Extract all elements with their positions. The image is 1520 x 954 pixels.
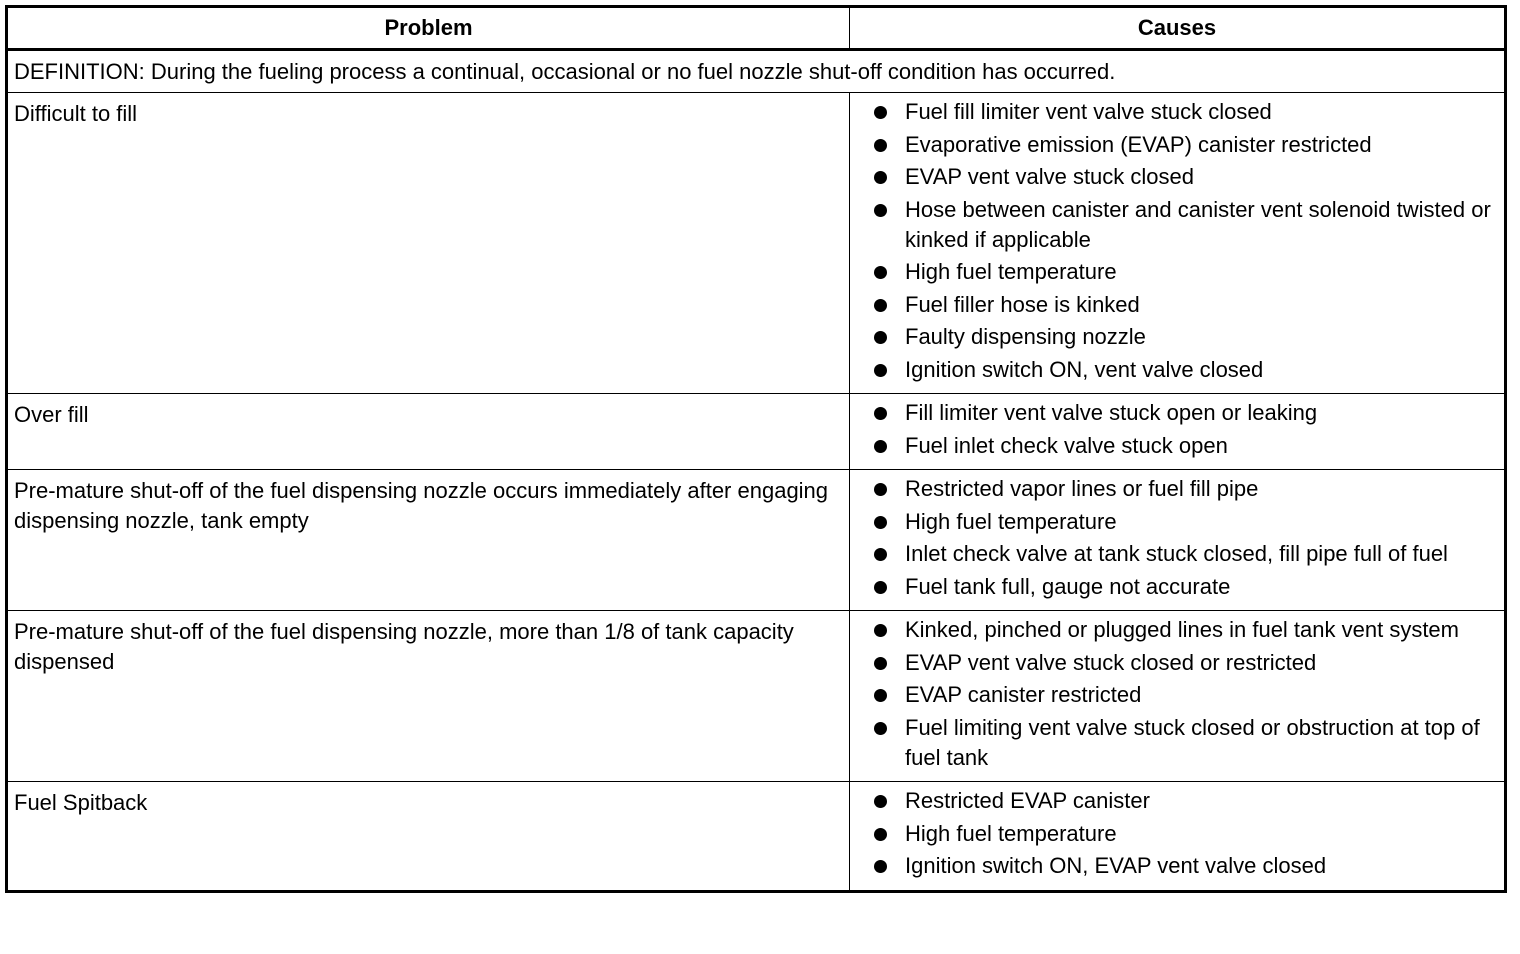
bullet-icon xyxy=(874,363,887,377)
cause-text: High fuel temperature xyxy=(905,259,1117,284)
causes-list: Kinked, pinched or plugged lines in fuel… xyxy=(850,611,1504,781)
cause-text: Ignition switch ON, EVAP vent valve clos… xyxy=(905,853,1327,878)
cause-item: High fuel temperature xyxy=(850,507,1496,537)
cause-text: EVAP vent valve stuck closed or restrict… xyxy=(905,649,1317,675)
cause-item: High fuel temperature xyxy=(850,257,1496,287)
bullet-icon xyxy=(874,860,887,873)
causes-cell: Kinked, pinched or plugged lines in fuel… xyxy=(849,610,1506,782)
bullet-icon xyxy=(874,580,887,594)
header-row: Problem Causes xyxy=(6,6,1506,51)
bullet-icon xyxy=(874,689,887,702)
bullet-icon xyxy=(874,203,887,217)
cause-item: Restricted vapor lines or fuel fill pipe xyxy=(850,474,1496,504)
cause-text: EVAP canister restricted xyxy=(905,682,1142,707)
causes-cell: Fill limiter vent valve stuck open or le… xyxy=(849,393,1506,470)
cause-text: Faulty dispensing nozzle xyxy=(905,324,1146,349)
cause-text: EVAP vent valve stuck closed xyxy=(905,164,1194,189)
cause-text: Evaporative emission (EVAP) canister res… xyxy=(905,131,1372,157)
cause-text: Fuel tank full, gauge not accurate xyxy=(905,573,1231,599)
cause-item: Fuel fill limiter vent valve stuck close… xyxy=(850,97,1496,127)
problem-cell: Difficult to fill xyxy=(6,92,850,394)
causes-list: Restricted EVAP canister High fuel temper… xyxy=(850,782,1504,890)
troubleshooting-table: Problem Causes DEFINITION: During the fu… xyxy=(5,5,1507,893)
bullet-icon xyxy=(874,266,887,279)
header-causes: Causes xyxy=(849,6,1506,51)
bullet-icon xyxy=(874,138,887,152)
cause-text: Kinked, pinched or plugged lines in fuel… xyxy=(905,617,1459,642)
problem-cell: Pre-mature shut-off of the fuel dispensi… xyxy=(6,610,850,782)
bullet-icon xyxy=(874,106,887,119)
cause-item: EVAP vent valve stuck closed xyxy=(850,162,1496,192)
problem-cell: Fuel Spitback xyxy=(6,781,850,892)
bullet-icon xyxy=(874,407,887,420)
bullet-icon xyxy=(874,515,887,529)
bullet-icon xyxy=(874,721,887,735)
bullet-icon xyxy=(874,548,887,561)
cause-text: Hose between canister and canister vent … xyxy=(905,196,1491,252)
cause-item: Evaporative emission (EVAP) canister res… xyxy=(850,130,1496,160)
problem-cell: Pre-mature shut-off of the fuel dispensi… xyxy=(6,469,850,611)
cause-text: Fuel filler hose is kinked xyxy=(905,291,1140,317)
causes-list: Restricted vapor lines or fuel fill pipe… xyxy=(850,470,1504,610)
cause-item: Fuel filler hose is kinked xyxy=(850,290,1496,320)
cause-item: Restricted EVAP canister xyxy=(850,786,1496,816)
cause-text: High fuel temperature xyxy=(905,820,1117,846)
definition-row: DEFINITION: During the fueling process a… xyxy=(6,49,1506,93)
cause-text: High fuel temperature xyxy=(905,508,1117,534)
table-row: Difficult to fill Fuel fill limiter vent … xyxy=(6,92,1506,394)
table-row: Over fill Fill limiter vent valve stuck o… xyxy=(6,393,1506,470)
cause-item: Fuel tank full, gauge not accurate xyxy=(850,572,1496,602)
bullet-icon xyxy=(874,795,887,808)
bullet-icon xyxy=(874,827,887,841)
causes-list: Fill limiter vent valve stuck open or le… xyxy=(850,394,1504,469)
table-row: Pre-mature shut-off of the fuel dispensi… xyxy=(6,610,1506,782)
cause-text: Restricted vapor lines or fuel fill pipe xyxy=(905,476,1259,501)
cause-text: Restricted EVAP canister xyxy=(905,788,1150,813)
cause-item: Kinked, pinched or plugged lines in fuel… xyxy=(850,615,1496,645)
cause-text: Fuel fill limiter vent valve stuck close… xyxy=(905,99,1272,124)
table-row: Pre-mature shut-off of the fuel dispensi… xyxy=(6,469,1506,611)
bullet-icon xyxy=(874,656,887,670)
cause-item: Ignition switch ON, EVAP vent valve clos… xyxy=(850,851,1496,881)
bullet-icon xyxy=(874,298,887,312)
cause-item: Inlet check valve at tank stuck closed, … xyxy=(850,539,1496,569)
bullet-icon xyxy=(874,439,887,453)
cause-text: Inlet check valve at tank stuck closed, … xyxy=(905,541,1448,566)
cause-item: High fuel temperature xyxy=(850,819,1496,849)
cause-item: Hose between canister and canister vent … xyxy=(850,195,1496,255)
cause-item: Faulty dispensing nozzle xyxy=(850,322,1496,352)
header-problem: Problem xyxy=(6,6,850,51)
causes-cell: Restricted vapor lines or fuel fill pipe… xyxy=(849,469,1506,611)
bullet-icon xyxy=(874,483,887,496)
bullet-icon xyxy=(874,624,887,637)
problem-cell: Over fill xyxy=(6,393,850,470)
cause-item: EVAP canister restricted xyxy=(850,680,1496,710)
definition-text: DEFINITION: During the fueling process a… xyxy=(6,49,1506,93)
bullet-icon xyxy=(874,331,887,344)
cause-item: Fuel inlet check valve stuck open xyxy=(850,431,1496,461)
causes-cell: Fuel fill limiter vent valve stuck close… xyxy=(849,92,1506,394)
cause-item: Fuel limiting vent valve stuck closed or… xyxy=(850,713,1496,773)
cause-text: Fuel inlet check valve stuck open xyxy=(905,432,1228,458)
cause-text: Fill limiter vent valve stuck open or le… xyxy=(905,400,1318,425)
causes-cell: Restricted EVAP canister High fuel temper… xyxy=(849,781,1506,892)
cause-item: Ignition switch ON, vent valve closed xyxy=(850,355,1496,385)
bullet-icon xyxy=(874,171,887,184)
causes-list: Fuel fill limiter vent valve stuck close… xyxy=(850,93,1504,393)
cause-text: Fuel limiting vent valve stuck closed or… xyxy=(905,714,1480,770)
cause-text: Ignition switch ON, vent valve closed xyxy=(905,356,1264,382)
cause-item: EVAP vent valve stuck closed or restrict… xyxy=(850,648,1496,678)
cause-item: Fill limiter vent valve stuck open or le… xyxy=(850,398,1496,428)
table-row: Fuel Spitback Restricted EVAP canister Hig… xyxy=(6,781,1506,892)
